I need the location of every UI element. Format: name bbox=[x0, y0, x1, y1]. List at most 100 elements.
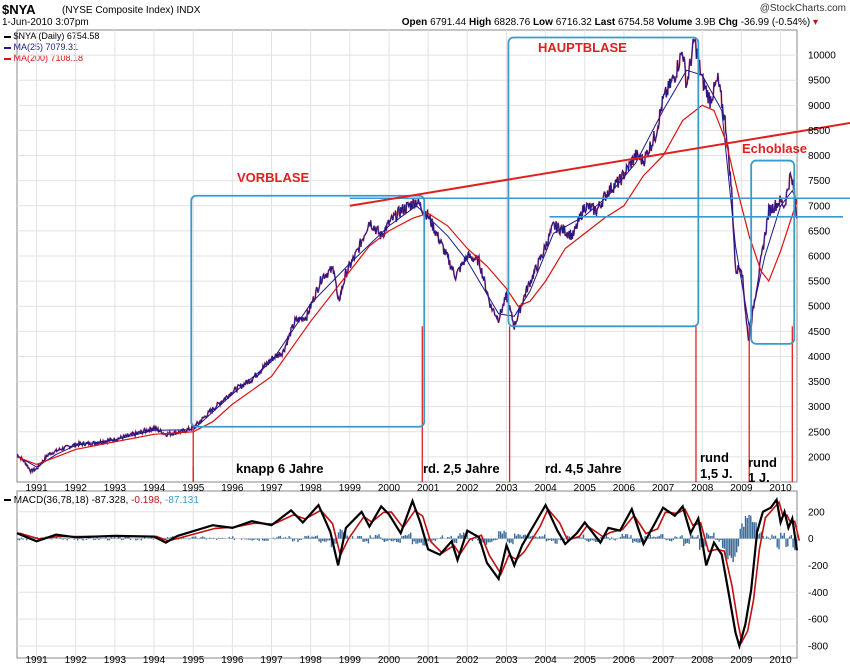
x-tick-label-bottom: 2006 bbox=[613, 655, 636, 666]
price-y-tick-label: 7500 bbox=[808, 176, 831, 187]
x-tick-label-bottom: 2010 bbox=[769, 655, 792, 666]
legend-price-text: $NYA (Daily) 6754.58 bbox=[13, 31, 100, 41]
x-tick-label-top: 2005 bbox=[574, 483, 597, 494]
price-y-tick-label: 4500 bbox=[808, 327, 831, 338]
macd-y-tick-label: -200 bbox=[808, 561, 828, 572]
annotation-layer: VORBLASE HAUPTBLASE Echoblase knapp 6 Jahre… bbox=[190, 36, 850, 485]
duration-label-1y-a: rund bbox=[748, 455, 777, 470]
ma200-line bbox=[16, 104, 798, 466]
duration-label-1-5y-a: rund bbox=[700, 450, 729, 465]
x-tick-label-top: 2002 bbox=[456, 483, 479, 494]
x-tick-label-bottom: 2009 bbox=[730, 655, 753, 666]
macd-panel-frame bbox=[16, 490, 798, 659]
price-y-tick-label: 2000 bbox=[808, 452, 831, 463]
legend-ma25-text: MA(25) 7079.31 bbox=[13, 42, 79, 52]
chart-symbol: $NYA bbox=[2, 2, 36, 17]
x-tick-label-top: 1997 bbox=[260, 483, 283, 494]
price-y-tick-label: 6000 bbox=[808, 252, 831, 263]
x-tick-label-top: 1992 bbox=[65, 483, 88, 494]
axis-layer: 1991 1991 1992 1992 1993 1993 1994 1994 1995 1995… bbox=[25, 51, 836, 666]
chart-subtitle: (NYSE Composite Index) INDX bbox=[62, 5, 200, 16]
legend-ma200: MA(200) 7108.18 bbox=[4, 53, 99, 64]
price-y-tick-label: 5000 bbox=[808, 302, 831, 313]
x-tick-label-top: 1998 bbox=[300, 483, 323, 494]
x-tick-label-bottom: 1994 bbox=[143, 655, 166, 666]
stockcharts-brand: @StockCharts.com bbox=[759, 3, 846, 14]
hauptblase-box bbox=[507, 36, 700, 328]
x-tick-label-bottom: 1998 bbox=[300, 655, 323, 666]
macd-line bbox=[16, 496, 799, 651]
duration-label-6y: knapp 6 Jahre bbox=[236, 461, 323, 476]
x-tick-label-bottom: 1993 bbox=[104, 655, 127, 666]
x-tick-label-bottom: 2000 bbox=[378, 655, 401, 666]
price-stats: Open 6791.44 High 6828.76 Low 6716.32 La… bbox=[402, 17, 818, 28]
price-series-layer bbox=[16, 37, 798, 475]
x-tick-label-top: 2010 bbox=[769, 483, 792, 494]
chg-value: -36.99 (-0.54%) bbox=[740, 17, 811, 28]
price-y-tick-label: 3000 bbox=[808, 402, 831, 413]
macd-legend-hist: -0.198, bbox=[131, 495, 163, 506]
x-tick-label-bottom: 2004 bbox=[534, 655, 557, 666]
echoblase-label: Echoblase bbox=[742, 141, 807, 156]
chg-label: Chg bbox=[718, 17, 738, 28]
legend-ma25: MA(25) 7079.31 bbox=[4, 42, 99, 53]
x-tick-label-bottom: 2001 bbox=[417, 655, 440, 666]
price-y-tick-label: 4000 bbox=[808, 352, 831, 363]
macd-y-tick-label: 0 bbox=[808, 534, 814, 545]
legend-ma200-text: MA(200) 7108.18 bbox=[13, 53, 84, 63]
high-label: High bbox=[469, 17, 492, 28]
x-tick-label-top: 2000 bbox=[378, 483, 401, 494]
duration-label-4-5y: rd. 4,5 Jahre bbox=[545, 461, 622, 476]
x-tick-label-bottom: 2002 bbox=[456, 655, 479, 666]
macd-series-layer bbox=[16, 496, 801, 651]
vorblase-box bbox=[190, 194, 426, 428]
volume-label: Volume bbox=[656, 17, 693, 28]
x-tick-label-top: 1995 bbox=[182, 483, 205, 494]
x-tick-label-top: 2003 bbox=[495, 483, 518, 494]
price-y-tick-label: 9000 bbox=[808, 101, 831, 112]
index-name: (NYSE Composite Index) bbox=[62, 5, 174, 16]
price-y-tick-label: 10000 bbox=[808, 51, 836, 62]
open-value: 6791.44 bbox=[430, 17, 467, 28]
x-tick-label-bottom: 2007 bbox=[652, 655, 675, 666]
low-value: 6716.32 bbox=[555, 17, 592, 28]
x-tick-label-top: 1994 bbox=[143, 483, 166, 494]
open-label: Open bbox=[401, 17, 428, 28]
low-label: Low bbox=[532, 17, 553, 28]
x-tick-label-top: 2004 bbox=[534, 483, 557, 494]
x-tick-label-bottom: 1996 bbox=[221, 655, 244, 666]
price-y-tick-label: 8000 bbox=[808, 151, 831, 162]
x-tick-label-bottom: 2008 bbox=[691, 655, 714, 666]
macd-y-tick-label: -800 bbox=[808, 641, 828, 652]
ma25-line bbox=[16, 69, 798, 468]
price-y-tick-label: 5500 bbox=[808, 277, 831, 288]
price-y-tick-label: 6500 bbox=[808, 226, 831, 237]
price-y-tick-label: 2500 bbox=[808, 427, 831, 438]
duration-label-1-5y-b: 1,5 J. bbox=[700, 466, 733, 481]
x-tick-label-bottom: 2003 bbox=[495, 655, 518, 666]
price-y-tick-label: 3500 bbox=[808, 377, 831, 388]
macd-legend-signal: -87.131 bbox=[165, 495, 199, 506]
duration-label-1y-b: 1 J. bbox=[748, 470, 770, 485]
macd-y-tick-label: 200 bbox=[808, 507, 825, 518]
price-y-tick-label: 7000 bbox=[808, 201, 831, 212]
price-grid bbox=[16, 29, 798, 483]
x-tick-label-bottom: 1997 bbox=[260, 655, 283, 666]
x-tick-label-bottom: 2005 bbox=[574, 655, 597, 666]
last-value: 6754.58 bbox=[618, 17, 655, 28]
x-tick-label-top: 2001 bbox=[417, 483, 440, 494]
price-y-tick-label: 9500 bbox=[808, 76, 831, 87]
macd-legend-label: MACD(36,78,18) bbox=[13, 495, 89, 506]
x-tick-label-top: 1999 bbox=[339, 483, 362, 494]
x-tick-label-bottom: 1991 bbox=[25, 655, 48, 666]
x-tick-label-top: 1991 bbox=[25, 483, 48, 494]
x-tick-label-bottom: 1999 bbox=[339, 655, 362, 666]
last-label: Last bbox=[594, 17, 616, 28]
x-tick-label-top: 1993 bbox=[104, 483, 127, 494]
price-legend: $NYA (Daily) 6754.58 MA(25) 7079.31 MA(2… bbox=[4, 31, 99, 64]
chart-date: 1-Jun-2010 3:07pm bbox=[2, 17, 89, 28]
hauptblase-label: HAUPTBLASE bbox=[538, 40, 627, 55]
exchange-label: INDX bbox=[176, 5, 201, 16]
macd-y-tick-label: -400 bbox=[808, 588, 828, 599]
